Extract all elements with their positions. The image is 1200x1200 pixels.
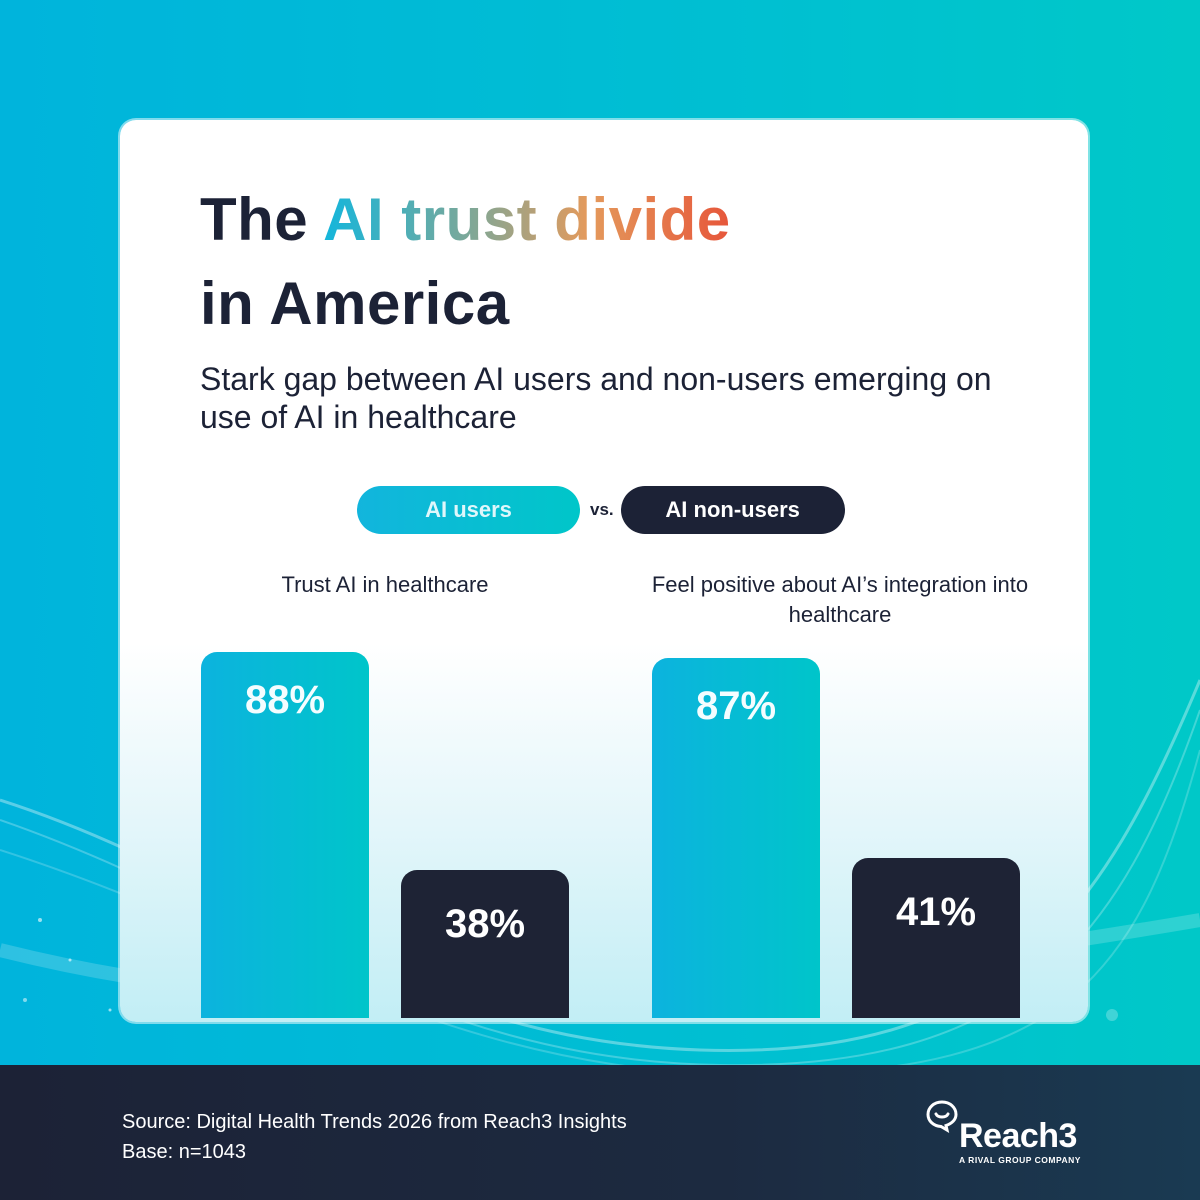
legend-vs: vs. xyxy=(590,500,614,519)
legend-ai-users: AI users xyxy=(357,486,580,534)
logo-wordmark: Reach3 xyxy=(959,1117,1077,1155)
category-label-trust: Trust AI in healthcare xyxy=(281,572,489,597)
bar-trust-ai-users: 88% xyxy=(201,652,369,1018)
legend-ai-non-users: AI non-users xyxy=(620,486,845,534)
category-label-positive: Feel positive about AI’s integration int… xyxy=(651,572,1029,627)
legend: AI users vs. AI non-users xyxy=(357,486,845,534)
infographic-card: The AI trust divide in America Stark gap… xyxy=(120,120,1088,1022)
source-text: Source: Digital Health Trends 2026 from … xyxy=(122,1111,627,1133)
bar-trust-ai-non-users: 38% xyxy=(401,870,569,1018)
logo-tagline: A RIVAL GROUP COMPANY xyxy=(959,1155,1081,1165)
bar-positive-ai-non-users: 41% xyxy=(852,858,1020,1018)
bar-value: 87% xyxy=(695,684,777,728)
page-title: The AI trust divide in America xyxy=(200,178,731,346)
bar-positive-ai-users: 87% xyxy=(652,658,820,1018)
title-prefix: The xyxy=(200,186,324,253)
chat-bubble-smile-icon xyxy=(926,1100,958,1133)
bar-value: 41% xyxy=(895,890,977,934)
subtitle: Stark gap between AI users and non-users… xyxy=(200,361,992,435)
source-note: Source: Digital Health Trends 2026 from … xyxy=(122,1107,627,1167)
title-line-2: in America xyxy=(200,270,510,337)
base-text: Base: n=1043 xyxy=(122,1141,246,1163)
title-highlight: AI trust divide xyxy=(323,186,731,253)
bar-value: 88% xyxy=(244,678,326,722)
bar-value: 38% xyxy=(444,902,526,946)
footer: Source: Digital Health Trends 2026 from … xyxy=(0,1065,1200,1200)
reach3-logo: Reach3 A RIVAL GROUP COMPANY xyxy=(925,1099,1095,1169)
